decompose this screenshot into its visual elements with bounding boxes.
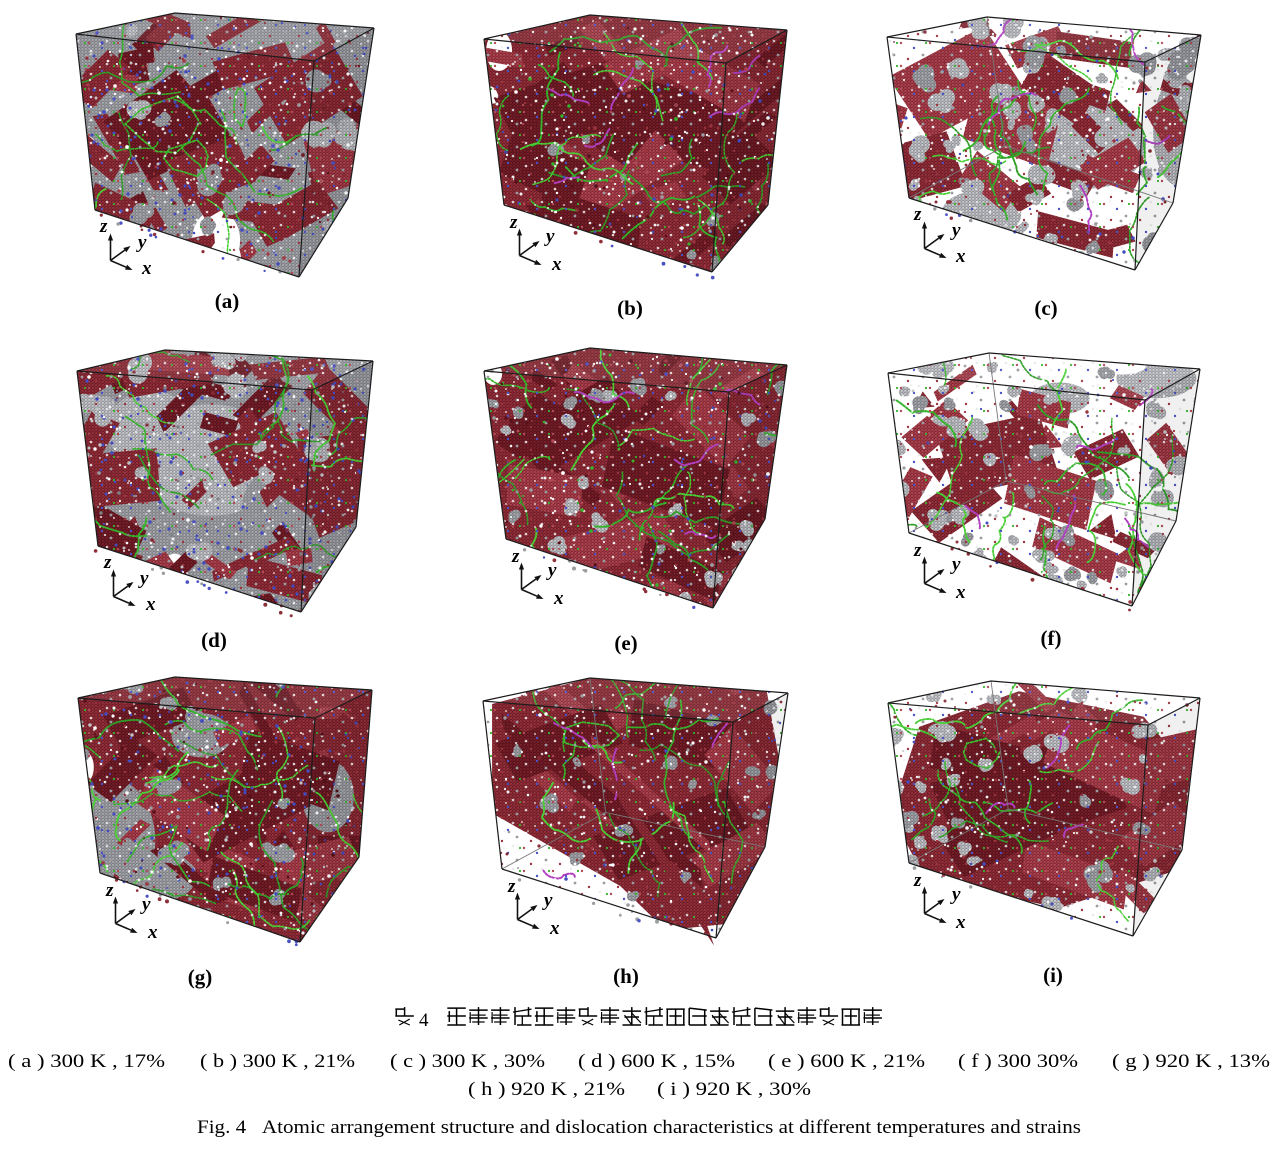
- svg-text:y: y: [950, 220, 961, 241]
- svg-text:(e): (e): [614, 631, 637, 655]
- svg-text:x: x: [141, 258, 152, 279]
- svg-text:x: x: [955, 246, 966, 267]
- svg-text:x: x: [147, 922, 158, 943]
- svg-text:z: z: [103, 552, 112, 573]
- svg-text:(d): (d): [201, 628, 227, 652]
- svg-text:z: z: [509, 212, 518, 233]
- svg-text:(a): (a): [215, 289, 240, 313]
- svg-text:x: x: [955, 582, 966, 603]
- svg-text:z: z: [99, 216, 108, 237]
- svg-text:(b): (b): [617, 296, 643, 320]
- svg-text:z: z: [105, 880, 114, 901]
- svg-text:(f): (f): [1041, 626, 1062, 650]
- svg-text:y: y: [950, 554, 961, 575]
- svg-text:y: y: [140, 894, 151, 915]
- svg-text:z: z: [913, 204, 922, 225]
- svg-text:y: y: [546, 560, 557, 581]
- svg-text:(c): (c): [1034, 296, 1057, 320]
- svg-text:(g): (g): [188, 965, 213, 989]
- svg-text:z: z: [913, 540, 922, 561]
- svg-text:x: x: [551, 254, 562, 275]
- svg-text:y: y: [544, 226, 555, 247]
- svg-text:x: x: [553, 588, 564, 609]
- svg-text:y: y: [136, 232, 147, 253]
- svg-text:y: y: [138, 568, 149, 589]
- svg-text:x: x: [145, 594, 156, 615]
- svg-text:z: z: [511, 546, 520, 567]
